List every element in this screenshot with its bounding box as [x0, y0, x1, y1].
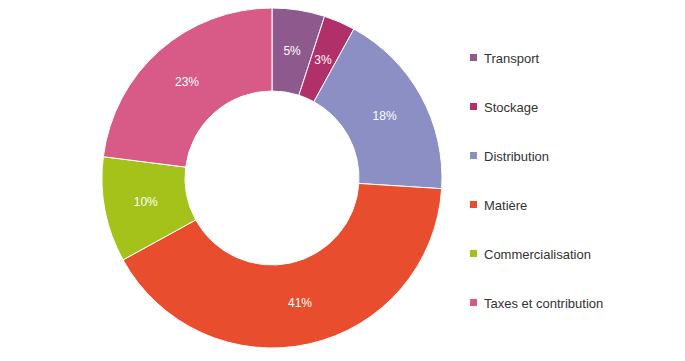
legend: Transport Stockage Distribution Matière Comm…	[470, 51, 603, 311]
legend-label: Commercialisation	[484, 247, 591, 262]
legend-item: Taxes et contribution	[470, 296, 603, 311]
data-label: 41%	[288, 296, 312, 310]
legend-label: Taxes et contribution	[484, 296, 603, 311]
legend-item: Transport	[470, 51, 540, 66]
data-label: 5%	[283, 44, 301, 58]
data-label: 23%	[175, 75, 199, 89]
legend-swatch	[470, 299, 477, 306]
data-labels: 5% 3% 18% 41% 10% 23%	[134, 44, 397, 310]
legend-label: Distribution	[484, 149, 549, 164]
data-label: 10%	[134, 195, 158, 209]
data-label: 3%	[314, 53, 332, 67]
legend-swatch	[470, 103, 477, 110]
legend-item: Distribution	[470, 149, 549, 164]
legend-item: Stockage	[470, 100, 538, 115]
legend-swatch	[470, 54, 477, 61]
slice	[314, 29, 442, 189]
legend-item: Matière	[470, 198, 527, 213]
slice	[103, 8, 272, 167]
data-label: 18%	[373, 109, 397, 123]
legend-item: Commercialisation	[470, 247, 591, 262]
chart: 5% 3% 18% 41% 10% 23% Transport Stockage Distrib…	[0, 0, 685, 361]
legend-label: Stockage	[484, 100, 538, 115]
legend-swatch	[470, 201, 477, 208]
legend-swatch	[470, 152, 477, 159]
legend-label: Transport	[484, 51, 540, 66]
legend-swatch	[470, 250, 477, 257]
slice	[102, 157, 196, 260]
legend-label: Matière	[484, 198, 527, 213]
slices	[102, 8, 442, 348]
